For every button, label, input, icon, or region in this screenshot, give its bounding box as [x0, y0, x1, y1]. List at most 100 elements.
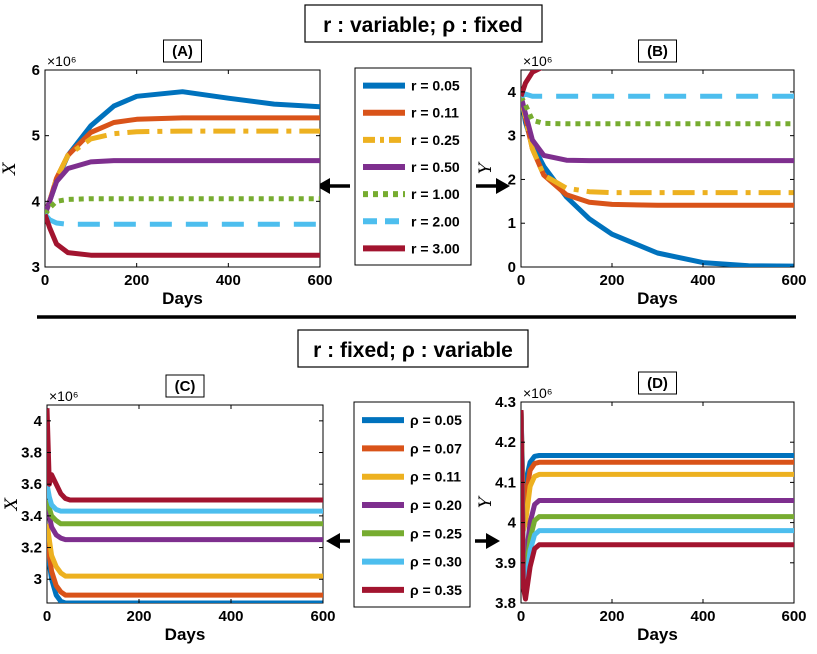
y-tick-label: 3	[34, 571, 42, 588]
series-line	[521, 409, 794, 602]
panel-label-box	[638, 39, 677, 63]
series-group	[521, 409, 794, 602]
y-tick-label: 4.2	[495, 434, 516, 451]
series-line	[45, 196, 320, 216]
series-group	[521, 70, 794, 267]
x-tick-label: 0	[43, 608, 51, 625]
series-line	[47, 523, 323, 579]
y-tick-label: 5	[32, 128, 40, 145]
x-tick-label: 0	[517, 272, 525, 289]
y-tick-label: 4.1	[495, 474, 516, 491]
panel-label: (B)	[647, 43, 668, 60]
panel-label: (D)	[647, 375, 668, 392]
legend-entry-label: r = 1.00	[411, 186, 460, 202]
series-line	[45, 128, 320, 216]
x-axis-label: Days	[162, 289, 203, 308]
legend-entry-label: r = 2.00	[411, 213, 460, 229]
panel-a: 0 200 400 600 3 4 5 6 ×10⁶ (A) Days X	[0, 39, 333, 308]
panel-b: 0 200 400 600 0 1 2 3 4 ×10⁶ (B) Days Y	[476, 39, 807, 308]
legend-entry-label: ρ = 0.35	[410, 582, 462, 598]
panel-label: (A)	[172, 43, 193, 60]
y-tick-label: 3.4	[21, 508, 43, 525]
bottom-header-box	[297, 329, 529, 368]
series-line	[45, 158, 320, 216]
plot-area-a	[44, 69, 321, 268]
panel-label-box	[165, 374, 205, 398]
x-tick-label: 400	[690, 608, 715, 625]
x-tick-label: 0	[517, 608, 525, 625]
y-tick-label: 4	[508, 84, 517, 101]
y-tick-label: 4.3	[495, 394, 516, 411]
x-tick-label: 200	[126, 608, 151, 625]
panel-c: 0 200 400 600 3 3.2 3.4 3.6 3.8 4 ×10⁶ (C) Days X	[2, 374, 336, 644]
x-tick-label: 600	[307, 272, 332, 289]
x-tick-label: 200	[599, 272, 624, 289]
x-axis-label: Days	[637, 625, 678, 644]
exponent-label: ×10⁶	[523, 53, 553, 69]
legend-entry-label: r = 3.00	[411, 240, 460, 256]
legend-entry-label: r = 0.11	[411, 105, 459, 121]
y-tick-label: 4	[508, 515, 517, 532]
y-axis-label: X	[0, 162, 20, 177]
legend-entry-label: ρ = 0.11	[410, 469, 461, 485]
y-tick-label: 6	[32, 62, 40, 79]
legend-bottom: ρ = 0.05 ρ = 0.07 ρ = 0.11 ρ = 0.20 ρ = 0.25…	[353, 401, 471, 608]
panel-d: 0 200 400 600 3.8 3.9 4 4.1 4.2 4.3 ×10⁶ (D) Days Y	[476, 371, 807, 644]
y-tick-label: 4	[34, 413, 43, 430]
y-axis-label: Y	[476, 495, 496, 508]
series-group	[45, 89, 320, 258]
bottom-header-title: r : fixed; ρ : variable	[313, 339, 513, 362]
plot-area-c	[46, 404, 324, 604]
y-tick-label: 1	[508, 215, 516, 232]
x-tick-label: 200	[124, 272, 149, 289]
arrow-right-bottom	[475, 533, 500, 549]
series-line	[47, 499, 323, 527]
panel-label: (C)	[175, 378, 196, 395]
exponent-label: ×10⁶	[49, 388, 79, 404]
y-axis-label: X	[2, 497, 22, 512]
legend-entry-label: ρ = 0.05	[410, 412, 462, 428]
series-line	[521, 91, 794, 99]
y-tick-label: 3.9	[495, 555, 516, 572]
legend-entry-label: ρ = 0.30	[410, 554, 462, 570]
series-line	[47, 483, 323, 514]
series-line	[521, 95, 794, 127]
panel-label-box	[638, 371, 677, 395]
series-line	[45, 213, 320, 258]
arrow-right-top	[476, 178, 510, 194]
y-tick-label: 3.8	[21, 445, 42, 462]
x-tick-label: 400	[690, 272, 715, 289]
y-tick-label: 0	[508, 259, 516, 276]
y-tick-label: 4	[32, 193, 41, 210]
legend-entry-label: r = 0.05	[411, 78, 460, 94]
legend-entry-label: ρ = 0.20	[410, 497, 462, 513]
top-header-box	[304, 4, 543, 43]
arrow-left-top	[316, 178, 350, 194]
series-group	[47, 408, 323, 603]
legend-entry-label: r = 0.50	[411, 159, 460, 175]
arrow-left-bottom	[326, 533, 350, 549]
series-line	[521, 70, 543, 98]
series-line	[47, 507, 323, 543]
legend-entry-label: ρ = 0.25	[410, 525, 462, 541]
plot-area-b	[520, 69, 795, 268]
y-tick-label: 3.8	[495, 595, 516, 612]
x-axis-label: Days	[165, 625, 206, 644]
legend-top: r = 0.05 r = 0.11 r = 0.25 r = 0.50 r = 1.00…	[354, 67, 472, 266]
x-tick-label: 0	[41, 272, 49, 289]
series-line	[47, 408, 323, 503]
x-tick-label: 200	[599, 608, 624, 625]
y-tick-label: 2	[508, 171, 516, 188]
x-tick-label: 600	[310, 608, 335, 625]
x-tick-label: 600	[781, 608, 806, 625]
x-tick-label: 400	[216, 272, 241, 289]
series-line	[45, 212, 320, 227]
exponent-label: ×10⁶	[523, 385, 553, 401]
y-tick-label: 3	[508, 128, 516, 145]
y-tick-label: 3.2	[21, 540, 42, 557]
legend-entry-label: r = 0.25	[411, 132, 460, 148]
exponent-label: ×10⁶	[47, 53, 77, 69]
x-axis-label: Days	[637, 289, 678, 308]
series-line	[47, 531, 323, 598]
